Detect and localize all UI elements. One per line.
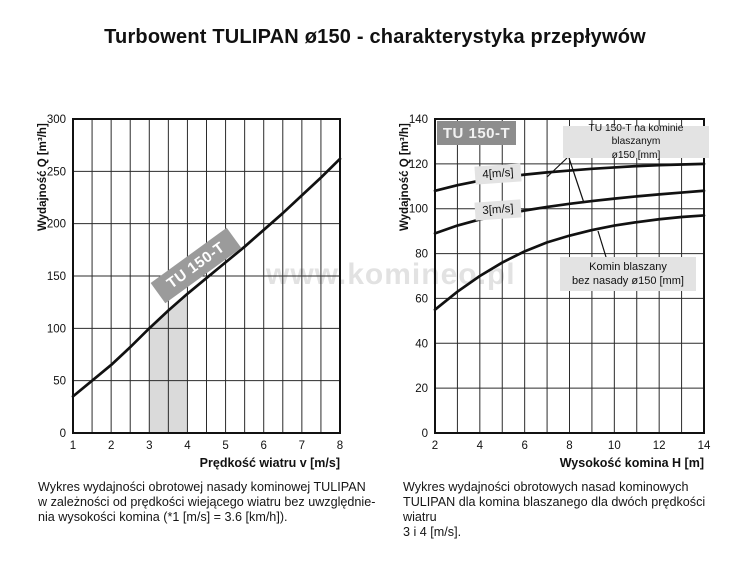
svg-text:150: 150 [47,271,66,283]
annotation-with-cowl-line1: TU 150-T na kominie blaszanym [588,123,684,148]
annotation-no-cowl: Komin blaszany bez nasady ø150 [mm] [560,257,696,291]
svg-text:Prędkość wiatru v [m/s]: Prędkość wiatru v [m/s] [200,456,340,470]
annotation-with-cowl: TU 150-T na kominie blaszanym ø150 [mm] [563,123,709,161]
svg-text:6: 6 [261,440,267,452]
chart-chimney-height-plot: 0 20 40 60 80 100 120 140 2 4 6 8 10 12 14 Wysokość kom… [399,114,711,470]
annotation-no-cowl-line2: bez nasady ø150 [mm] [572,275,684,287]
svg-text:300: 300 [47,114,66,126]
svg-text:0: 0 [60,428,66,440]
svg-text:10: 10 [608,440,621,452]
page-title: Turbowent TULIPAN ø150 - charakterystyka… [104,26,646,48]
svg-text:Wydajność Q [m³/h]: Wydajność Q [m³/h] [37,123,49,231]
svg-text:Wydajność Q [m³/h]: Wydajność Q [m³/h] [399,123,411,231]
svg-text:2: 2 [432,440,438,452]
svg-text:12: 12 [653,440,666,452]
svg-text:4: 4 [477,440,484,452]
svg-text:200: 200 [47,219,66,231]
svg-text:140: 140 [409,114,428,126]
svg-text:0: 0 [422,428,428,440]
svg-text:2: 2 [108,440,114,452]
label-3ms: 3[m/s] [474,199,522,221]
caption-left: Wykres wydajności obrotowej nasady komin… [38,480,376,525]
svg-text:80: 80 [415,249,428,261]
label-4ms: 4[m/s] [474,163,522,185]
svg-text:120: 120 [409,159,428,171]
svg-text:5: 5 [222,440,228,452]
svg-text:1: 1 [70,440,76,452]
svg-text:40: 40 [415,338,428,350]
svg-text:50: 50 [53,376,66,388]
caption-right: Wykres wydajności obrotowych nasad komin… [403,480,706,540]
svg-text:4: 4 [184,440,191,452]
svg-text:100: 100 [409,204,428,216]
svg-text:8: 8 [566,440,572,452]
chart-title-box: TU 150-T [437,121,516,145]
svg-text:60: 60 [415,293,428,305]
svg-text:6: 6 [521,440,527,452]
svg-text:7: 7 [299,440,305,452]
chart-wind-speed-plot: 0 50 100 150 200 250 300 1 2 3 4 5 6 7 8 Prędkość wiatr… [37,114,343,470]
annotation-no-cowl-line1: Komin blaszany [589,260,667,273]
svg-text:100: 100 [47,323,66,335]
watermark: www.komineo.pl [266,258,516,291]
svg-text:250: 250 [47,166,66,178]
svg-text:3: 3 [146,440,152,452]
annotation-with-cowl-line2: ø150 [mm] [611,149,661,161]
svg-text:Wysokość komina H [m]: Wysokość komina H [m] [560,456,704,470]
svg-text:20: 20 [415,383,428,395]
svg-text:14: 14 [698,440,711,452]
chart-chimney-height: 0 20 40 60 80 100 120 140 2 4 6 8 10 12 14 Wysokość kom… [399,105,730,473]
chart-wind-speed: 0 50 100 150 200 250 300 1 2 3 4 5 6 7 8 Prędkość wiatr… [36,105,356,473]
svg-text:8: 8 [337,440,343,452]
